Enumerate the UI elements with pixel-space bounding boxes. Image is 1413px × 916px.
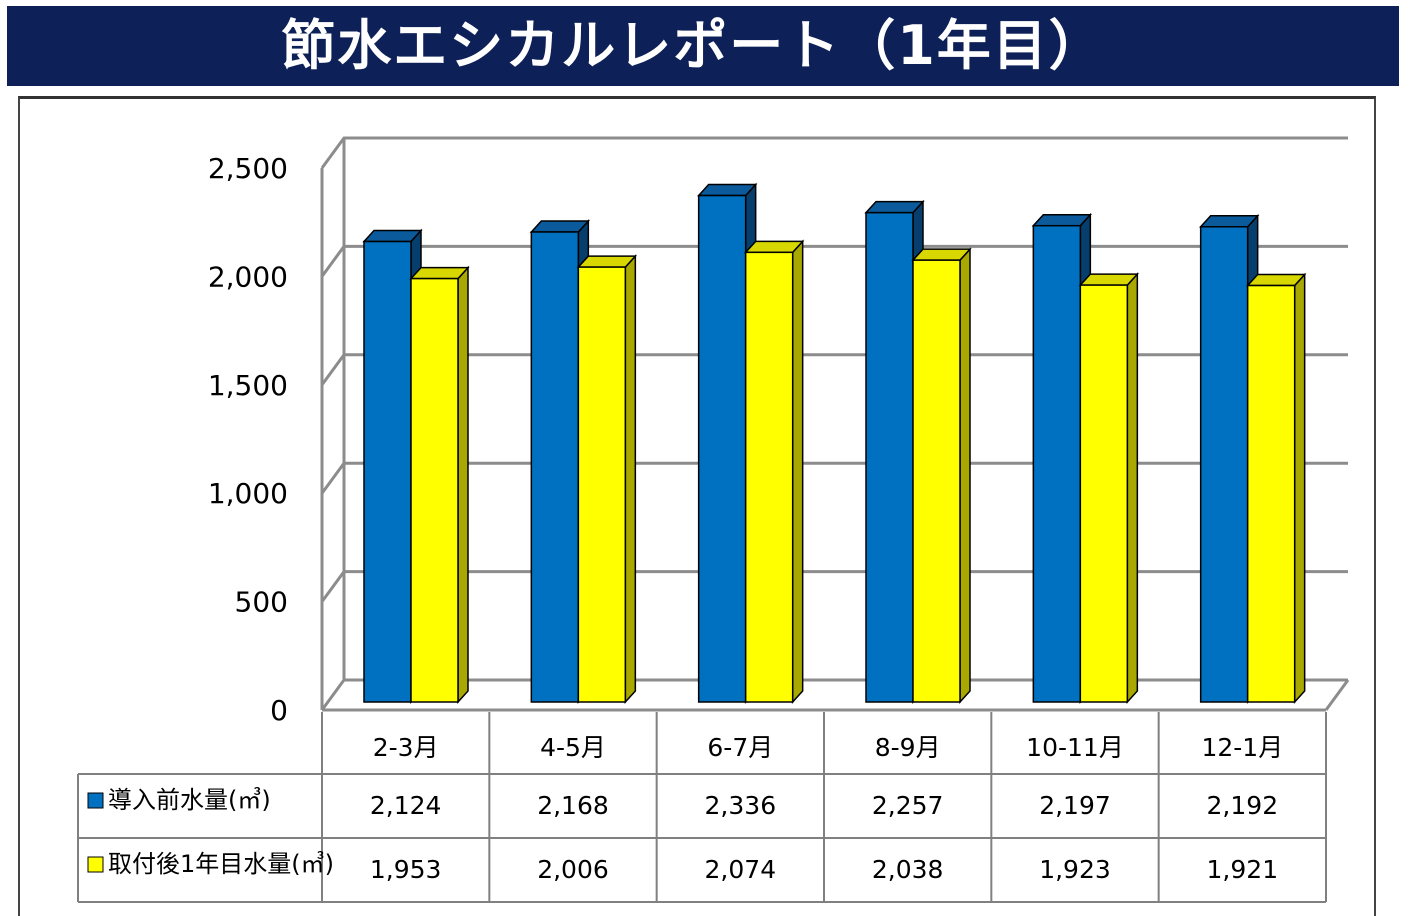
x-tick-label: 2-3月 — [373, 733, 439, 762]
y-tick-label: 0 — [270, 694, 288, 727]
bar-top — [911, 248, 972, 261]
bar-side — [1126, 272, 1139, 704]
bar-front — [865, 211, 914, 703]
bar-top — [743, 240, 805, 254]
bar-front — [410, 277, 459, 703]
bar-top — [576, 255, 638, 268]
bar-top — [1078, 273, 1140, 286]
y-tick-label: 2,000 — [208, 260, 288, 293]
bar-front — [1246, 284, 1296, 703]
bar-top — [1245, 273, 1307, 287]
data-label: 2,038 — [872, 855, 944, 884]
bar-after-2 — [743, 239, 805, 704]
bar-front — [697, 194, 747, 703]
gridline-4 — [320, 244, 1348, 278]
gridline-0 — [320, 678, 1348, 711]
data-label: 2,197 — [1039, 791, 1111, 820]
bar-front — [1199, 226, 1249, 703]
x-tick-label: 12-1月 — [1201, 733, 1283, 762]
gridline-1 — [320, 570, 1348, 603]
data-label: 2,124 — [370, 791, 442, 820]
y-tick-label: 1,000 — [208, 477, 288, 510]
data-label: 2,006 — [537, 855, 609, 884]
y-tick-label: 1,500 — [208, 369, 288, 402]
bar-front — [530, 231, 580, 703]
x-tick-label: 4-5月 — [540, 733, 606, 762]
title-banner: 節水エシカルレポート（1年目） — [7, 6, 1399, 86]
data-label: 1,921 — [1207, 855, 1279, 884]
legend-swatch-0 — [87, 792, 104, 809]
legend-label-1: 取付後1年目水量(㎥) — [108, 850, 334, 878]
bar-after-4 — [1078, 272, 1140, 704]
legend-swatch-1 — [87, 856, 104, 873]
data-label: 2,336 — [705, 791, 777, 820]
data-label: 1,923 — [1039, 855, 1111, 884]
gridline-5 — [320, 136, 1348, 169]
bar-front — [1032, 224, 1082, 703]
x-tick-label: 8-9月 — [875, 733, 941, 762]
x-tick-label: 10-11月 — [1026, 733, 1124, 762]
bar-after-5 — [1245, 272, 1307, 704]
bar-front — [912, 259, 961, 703]
chart-frame — [18, 96, 1376, 916]
legend-label-0: 導入前水量(㎥) — [108, 786, 271, 814]
data-label: 1,953 — [370, 855, 442, 884]
gridline-3 — [320, 353, 1348, 386]
bar-side — [1293, 272, 1306, 704]
bar-top — [362, 229, 423, 243]
y-tick-label: 500 — [235, 586, 288, 619]
gridline-2 — [320, 461, 1348, 495]
bar-front — [363, 240, 412, 703]
bar-side — [624, 254, 637, 704]
bar-top — [529, 220, 591, 233]
bar-top — [409, 266, 470, 280]
bar-after-3 — [911, 247, 972, 704]
x-tick-label: 6-7月 — [707, 733, 773, 762]
data-label: 2,168 — [537, 791, 609, 820]
bar-front — [744, 251, 794, 703]
data-label: 2,074 — [705, 855, 777, 884]
page-title: 節水エシカルレポート（1年目） — [281, 14, 1105, 77]
bar-side — [457, 265, 469, 704]
bar-top — [1198, 215, 1260, 228]
floor-right-edge — [1324, 679, 1350, 711]
bar-side — [791, 239, 804, 704]
bar-front — [577, 266, 627, 703]
bar-side — [959, 247, 971, 704]
y-tick-label: 2,500 — [208, 152, 288, 185]
data-label: 2,192 — [1207, 791, 1279, 820]
bar-after-0 — [409, 265, 470, 704]
data-label: 2,257 — [872, 791, 944, 820]
bar-top — [1031, 213, 1093, 227]
bar-top — [864, 200, 925, 214]
bar-after-1 — [576, 254, 638, 704]
bar-front — [1079, 284, 1129, 703]
bar-top — [696, 183, 758, 197]
